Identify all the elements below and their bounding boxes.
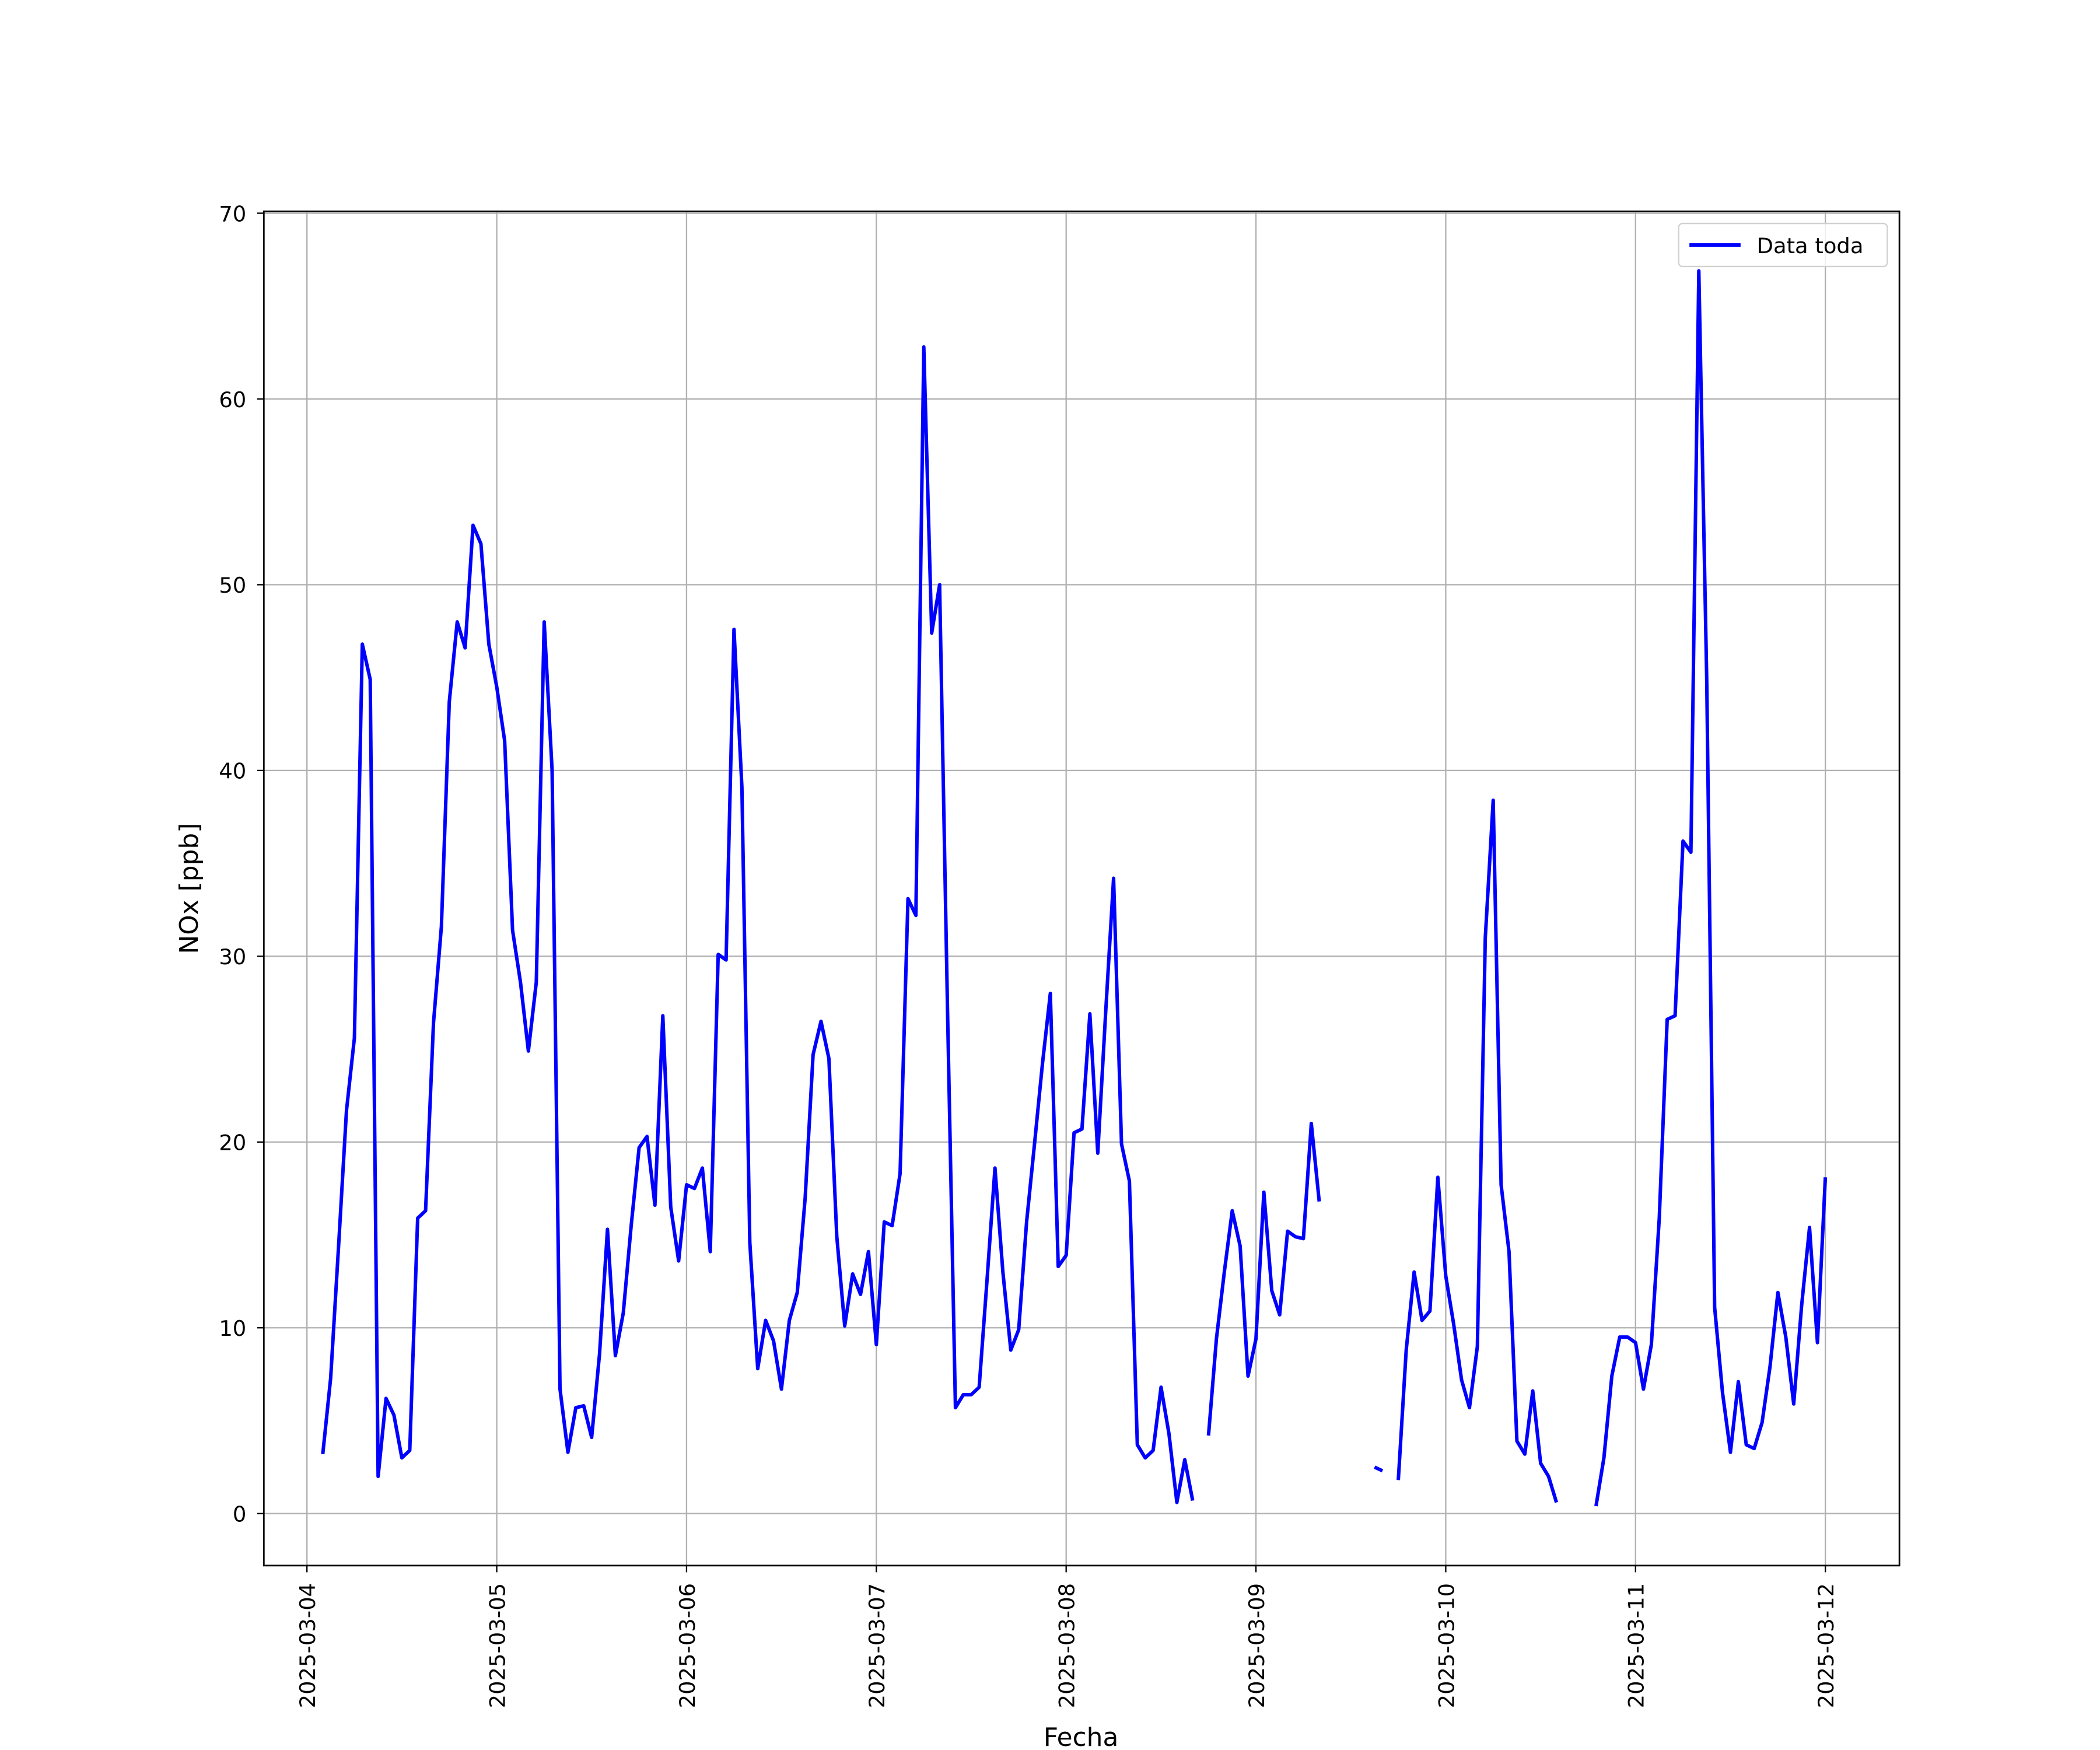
- y-tick-label: 30: [219, 944, 246, 970]
- x-tick-label: 2025-03-09: [1244, 1583, 1269, 1708]
- grid: [264, 211, 1900, 1566]
- axes-frame: [262, 210, 1901, 1567]
- x-tick-label: 2025-03-12: [1814, 1583, 1839, 1708]
- y-tick-label: 20: [219, 1130, 246, 1156]
- x-axis-label: Fecha: [1044, 1723, 1119, 1750]
- x-tick-label: 2025-03-08: [1055, 1583, 1080, 1708]
- legend: Data toda: [1678, 222, 1888, 268]
- y-tick-label: 0: [233, 1502, 246, 1527]
- y-tick-label: 10: [219, 1316, 246, 1341]
- x-tick-label: 2025-03-11: [1624, 1583, 1649, 1708]
- x-tick-label: 2025-03-10: [1434, 1583, 1459, 1708]
- x-tick-label: 2025-03-05: [485, 1583, 510, 1708]
- y-tick-label: 70: [219, 201, 246, 226]
- line-series: [1594, 269, 1828, 1507]
- line-series: [321, 345, 1195, 1504]
- ticks: 0 10 20 30 40 50 60 70 2025-03-04 2025-03-05 2025-…: [219, 201, 1839, 1708]
- y-tick-label: 60: [219, 387, 246, 412]
- y-tick-label: 50: [219, 573, 246, 598]
- line-series: [1396, 798, 1559, 1503]
- plot-area: [321, 269, 1828, 1507]
- legend-box: [1678, 222, 1888, 268]
- x-tick-label: 2025-03-07: [864, 1583, 890, 1708]
- y-tick-label: 40: [219, 759, 246, 784]
- y-axis-label: NOx [ppb]: [174, 823, 204, 954]
- line-series: [1374, 1465, 1384, 1473]
- legend-label: Data toda: [1757, 233, 1864, 258]
- x-tick-label: 2025-03-06: [675, 1583, 700, 1708]
- line-series: [1206, 1121, 1321, 1436]
- x-tick-label: 2025-03-04: [295, 1583, 320, 1708]
